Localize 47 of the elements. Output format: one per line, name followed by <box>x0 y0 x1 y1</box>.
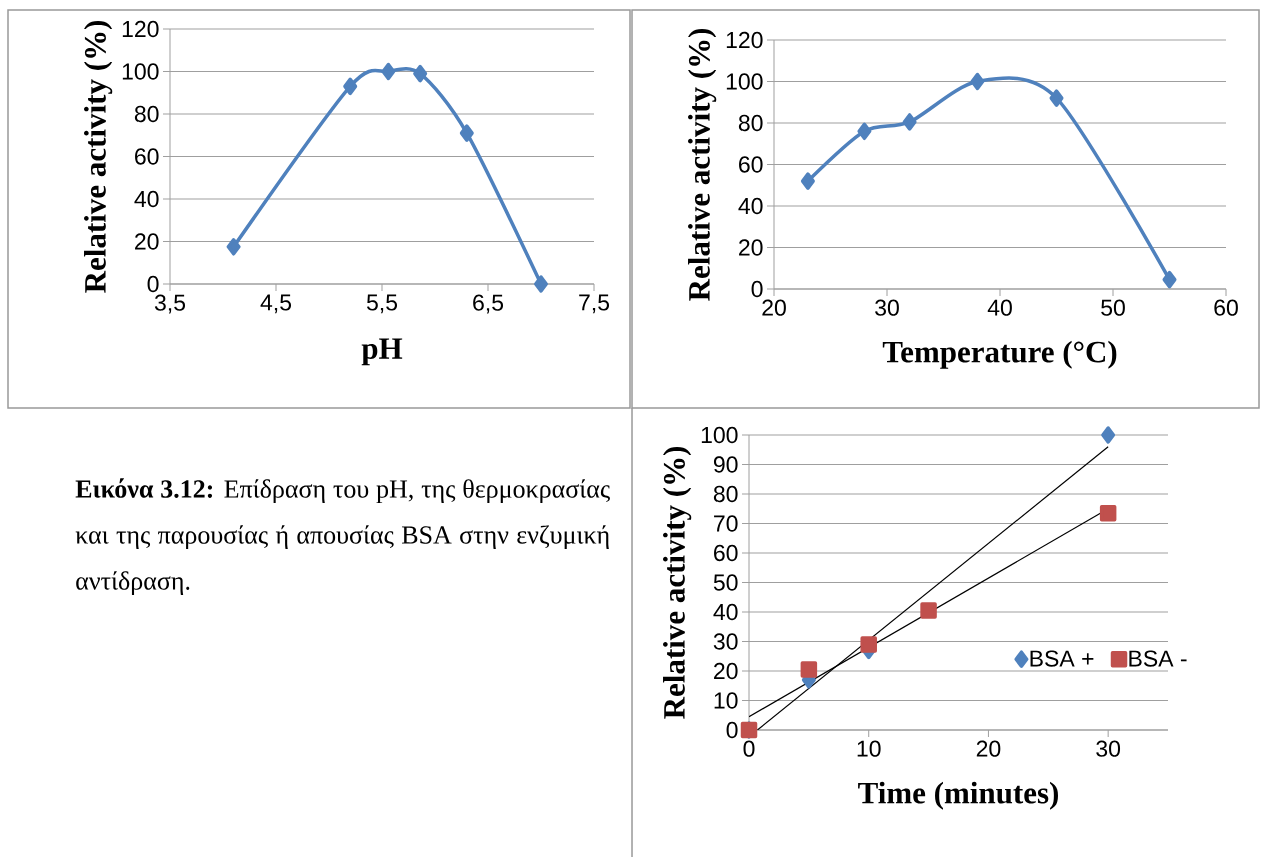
y-tick-label: 100 <box>701 426 738 444</box>
x-tick-label: 30 <box>875 299 899 316</box>
x-tick-label: 10 <box>857 740 881 757</box>
y-tick-label: 40 <box>713 603 738 621</box>
x-tick-label: 20 <box>762 299 786 316</box>
legend-label: BSA + <box>1030 650 1094 667</box>
y-tick-label: 90 <box>713 456 738 473</box>
y-tick-label: 100 <box>122 63 159 80</box>
x-axis-title: pH <box>361 338 403 366</box>
x-tick-label: 20 <box>976 740 1001 757</box>
y-tick-label: 80 <box>738 114 763 132</box>
y-axis-title: Relative activity (%) <box>688 29 717 301</box>
y-tick-label: 60 <box>714 544 738 562</box>
y-axis-title: Relative activity (%) <box>663 447 692 719</box>
y-tick-label: 40 <box>134 190 159 208</box>
y-tick-label: 20 <box>135 233 159 250</box>
y-tick-label: 0 <box>726 721 738 739</box>
x-tick-label: 3,5 <box>154 294 186 314</box>
x-tick-label: 6,5 <box>473 294 504 314</box>
y-tick-label: 60 <box>739 156 763 173</box>
x-tick-label: 50 <box>1101 299 1125 316</box>
text: Εικόνα 3.12: Επίδραση του pH, της θερμοκρασίας και της παρουσίας ή απουσίας BSA στην ενζυμική αντίδραση. <box>75 478 610 596</box>
y-tick-label: 30 <box>713 633 738 650</box>
x-tick-label: 5,5 <box>366 294 398 314</box>
y-tick-label: 100 <box>726 73 763 90</box>
y-tick-label: 0 <box>751 280 763 298</box>
y-axis-title: Relative activity (%) <box>84 21 113 293</box>
x-axis-title: Temperature (°C) <box>882 340 1117 369</box>
x-axis-title: Time (minutes) <box>858 781 1058 810</box>
y-tick-label: 20 <box>714 662 738 680</box>
y-tick-label: 40 <box>738 197 763 215</box>
y-tick-label: 70 <box>714 515 738 532</box>
y-tick-label: 0 <box>147 275 159 293</box>
x-tick-label: 7,5 <box>579 294 610 314</box>
x-tick-label: 4,5 <box>260 294 292 314</box>
x-tick-label: 60 <box>1214 299 1238 316</box>
legend-label: BSA - <box>1129 650 1187 667</box>
y-tick-label: 20 <box>739 239 763 256</box>
y-tick-label: 10 <box>714 692 738 709</box>
x-tick-label: 30 <box>1096 740 1121 757</box>
y-tick-label: 120 <box>122 20 159 38</box>
y-tick-label: 60 <box>135 148 159 165</box>
y-tick-label: 80 <box>713 485 738 503</box>
y-tick-label: 80 <box>134 105 159 123</box>
x-tick-label: 40 <box>987 299 1012 316</box>
y-tick-label: 120 <box>726 31 763 49</box>
y-tick-label: 50 <box>713 574 738 591</box>
